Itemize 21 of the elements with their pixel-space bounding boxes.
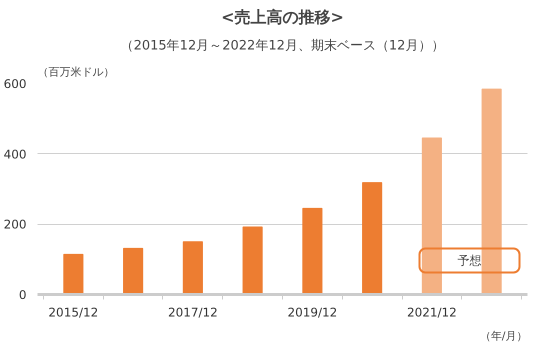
x-tick-label: 2019/12 bbox=[287, 306, 338, 320]
y-tick-label: 600 bbox=[4, 77, 26, 91]
y-tick-label: 0 bbox=[18, 288, 27, 302]
bar bbox=[63, 254, 84, 294]
bar bbox=[123, 248, 144, 294]
x-tick-label: 2015/12 bbox=[48, 306, 98, 320]
bar bbox=[242, 226, 263, 294]
annotation: 予想 bbox=[458, 254, 482, 268]
x-tick-label: 2021/12 bbox=[406, 306, 457, 320]
bar bbox=[422, 138, 442, 294]
bar bbox=[482, 88, 502, 294]
chart-title: <売上高の推移> bbox=[221, 8, 344, 26]
x-tick-label: 2017/12 bbox=[168, 306, 218, 320]
y-axis-title: （百万米ドル） bbox=[38, 66, 114, 78]
bar bbox=[302, 208, 322, 294]
y-tick-label: 200 bbox=[4, 218, 26, 232]
bar bbox=[182, 241, 203, 294]
x-axis-title: （年/月） bbox=[480, 330, 528, 342]
y-tick-label: 400 bbox=[4, 147, 26, 162]
chart-subtitle: （2015年12月～2022年12月、期末ベース（12月）） bbox=[120, 38, 444, 54]
bar bbox=[362, 182, 382, 294]
